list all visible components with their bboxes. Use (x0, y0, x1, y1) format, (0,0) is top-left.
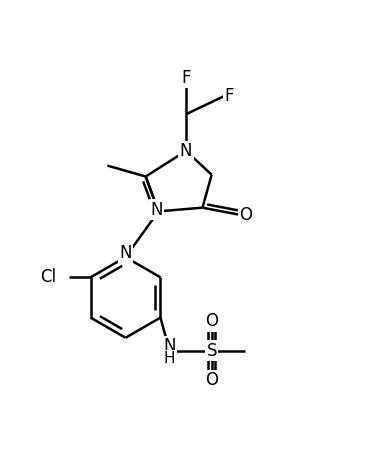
Text: N: N (150, 200, 163, 219)
Text: S: S (206, 342, 217, 360)
Text: O: O (205, 312, 218, 330)
Text: O: O (205, 371, 218, 389)
Text: F: F (224, 87, 234, 105)
Text: N: N (163, 337, 176, 355)
Text: H: H (164, 351, 175, 366)
Text: N: N (180, 142, 192, 160)
Text: Cl: Cl (40, 268, 56, 286)
Text: F: F (181, 69, 191, 87)
Text: O: O (239, 206, 252, 224)
Text: N: N (119, 244, 132, 263)
